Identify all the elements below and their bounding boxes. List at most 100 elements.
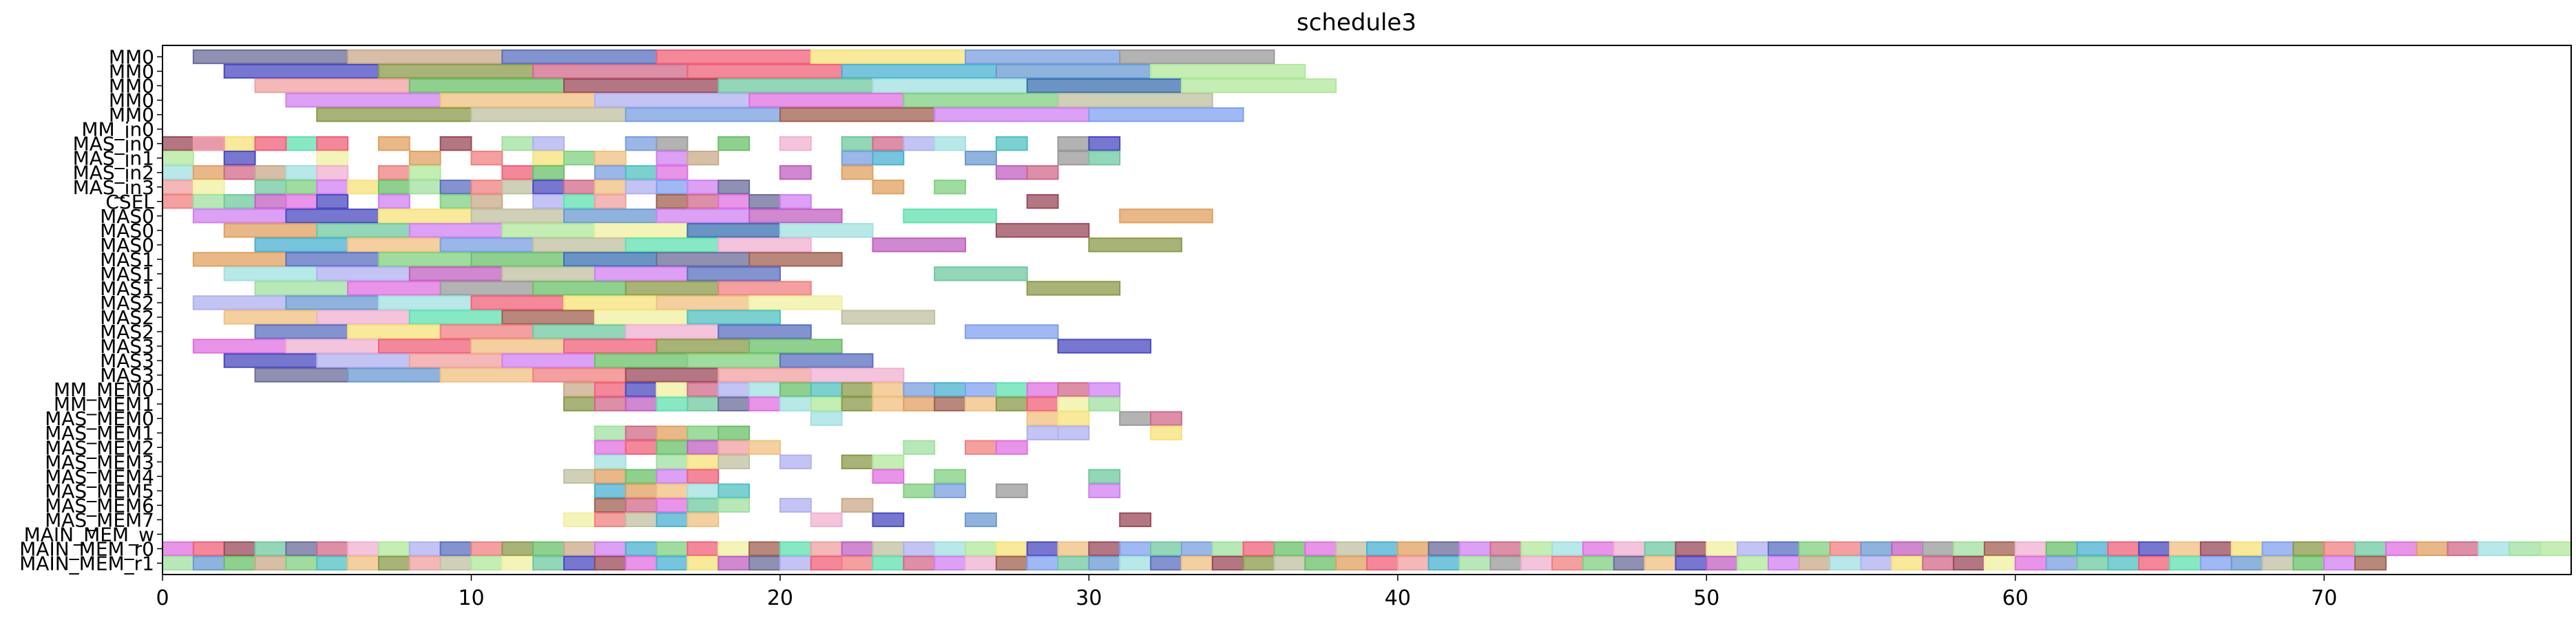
task-bar: [2014, 541, 2047, 557]
y-tick-label: CSEL: [105, 191, 154, 213]
task-bar: [810, 512, 843, 528]
task-bar: [841, 310, 936, 325]
task-bar: [192, 339, 287, 354]
task-bar: [965, 440, 997, 455]
task-bar: [934, 555, 966, 571]
chart-title: schedule3: [1297, 9, 1416, 36]
task-bar: [285, 136, 318, 151]
task-bar: [1211, 555, 1244, 571]
task-bar: [532, 151, 565, 166]
task-bar: [408, 78, 565, 94]
task-bar: [872, 396, 905, 411]
task-bar: [810, 555, 843, 571]
task-bar: [2107, 555, 2140, 571]
task-bar: [625, 237, 720, 253]
task-bar: [377, 165, 410, 180]
task-bar: [2261, 541, 2294, 557]
task-bar: [2509, 541, 2542, 557]
task-bar: [2261, 555, 2294, 571]
task-bar: [192, 208, 287, 224]
task-bar: [316, 223, 410, 238]
task-bar: [718, 324, 812, 339]
task-bar: [1798, 541, 1831, 557]
task-bar: [965, 49, 1121, 65]
y-tick-label: MAS_MEM6: [45, 494, 154, 517]
task-bar: [162, 151, 194, 166]
task-bar: [1150, 63, 1306, 79]
task-bar: [656, 252, 751, 267]
task-bar: [254, 367, 349, 383]
task-bar: [254, 555, 287, 571]
task-bar: [532, 281, 627, 296]
task-bar: [903, 541, 936, 557]
task-bar: [532, 194, 565, 209]
task-bar: [285, 252, 379, 267]
task-bar: [1088, 107, 1244, 122]
task-bar: [470, 208, 565, 224]
task-bar: [439, 237, 534, 253]
task-bar: [1119, 49, 1275, 65]
task-bar: [439, 92, 596, 108]
task-bar: [2199, 541, 2232, 557]
task-bar: [1026, 194, 1059, 209]
task-bar: [285, 339, 379, 354]
task-bar: [656, 151, 689, 166]
task-bar: [995, 382, 1028, 397]
task-bar: [563, 78, 720, 94]
task-bar: [995, 396, 1028, 411]
task-bar: [934, 541, 966, 557]
y-tick-label: MAS2: [100, 306, 154, 329]
task-bar: [408, 151, 441, 166]
task-bar: [1057, 136, 1090, 151]
task-bar: [439, 136, 472, 151]
y-tick-label: MAS_MEM3: [45, 451, 154, 473]
task-bar: [1119, 541, 1152, 557]
y-tick-label: MAS_in0: [73, 133, 154, 156]
y-tick-label: MAS_MEM4: [45, 465, 154, 488]
bars-layer: [162, 49, 2572, 571]
task-bar: [408, 266, 503, 281]
task-bar: [1026, 281, 1121, 296]
task-bar: [1088, 396, 1121, 411]
task-bar: [687, 310, 781, 325]
task-bar: [439, 194, 472, 209]
y-tick-label: MAS_MEM0: [45, 407, 154, 430]
task-bar: [810, 49, 967, 65]
task-bar: [1983, 555, 2016, 571]
x-tick-label: 20: [767, 586, 793, 610]
task-bar: [1242, 541, 1275, 557]
task-bar: [1088, 555, 1121, 571]
task-bar: [656, 165, 689, 180]
task-bar: [563, 208, 658, 224]
task-bar: [656, 136, 689, 151]
task-bar: [687, 512, 720, 528]
task-bar: [1953, 541, 1985, 557]
task-bar: [316, 180, 349, 195]
task-bar: [563, 382, 596, 397]
y-tick-label: MAS0: [100, 219, 154, 242]
task-bar: [625, 367, 720, 383]
task-bar: [748, 194, 781, 209]
task-bar: [841, 136, 874, 151]
task-bar: [1088, 469, 1121, 484]
y-tick-label: MAS_in3: [73, 176, 154, 199]
task-bar: [872, 78, 1028, 94]
task-bar: [1582, 555, 1615, 571]
task-bar: [223, 136, 256, 151]
task-bar: [1706, 541, 1739, 557]
task-bar: [532, 555, 565, 571]
task-bar: [594, 165, 627, 180]
task-bar: [2076, 541, 2109, 557]
y-tick-label: MAS0: [100, 234, 154, 257]
task-bar: [254, 180, 287, 195]
task-bar: [656, 541, 689, 557]
task-bar: [872, 512, 905, 528]
task-bar: [594, 541, 627, 557]
task-bar: [563, 339, 658, 354]
task-bar: [501, 49, 658, 65]
task-bar: [1922, 555, 1955, 571]
task-bar: [162, 194, 194, 209]
task-bar: [748, 92, 905, 108]
task-bar: [841, 541, 874, 557]
task-bar: [223, 63, 379, 79]
